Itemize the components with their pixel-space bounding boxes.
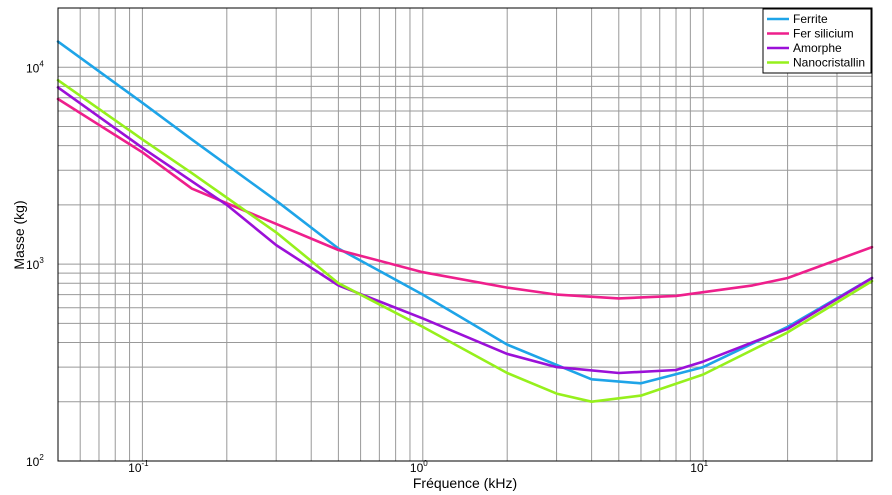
- series-lines: [56, 40, 874, 404]
- legend-label: Amorphe: [793, 41, 842, 55]
- y-axis-label: Masse (kg): [11, 200, 27, 269]
- plot-background: [58, 8, 872, 461]
- x-axis-label: Fréquence (kHz): [413, 475, 517, 491]
- y-tick-label: 104: [26, 59, 44, 75]
- series-line-amorphe: [56, 86, 874, 375]
- legend-label: Nanocristallin: [793, 56, 865, 70]
- y-tick-label: 102: [26, 453, 44, 469]
- x-tick-label: 10-1: [128, 459, 149, 475]
- x-tick-label: 100: [410, 459, 428, 475]
- y-tick-label: 103: [26, 256, 44, 272]
- plot-frame: [57, 7, 873, 462]
- y-tick-labels: 102 103 104: [26, 59, 44, 469]
- legend-label: Fer silicium: [793, 27, 854, 41]
- series-line-nanocristallin: [56, 78, 874, 404]
- series-line-fer-silicium: [56, 97, 874, 300]
- x-tick-label: 101: [690, 459, 708, 475]
- series-line-ferrite: [56, 40, 874, 385]
- legend-label: Ferrite: [793, 12, 828, 26]
- x-tick-labels: 10-1 100 101: [128, 459, 708, 475]
